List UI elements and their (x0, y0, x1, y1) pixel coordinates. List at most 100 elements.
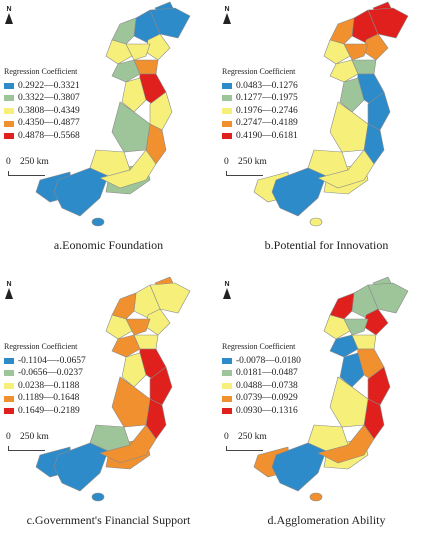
scale-distance-label: 250 km (20, 432, 49, 442)
north-arrow-icon (5, 13, 13, 24)
region-5 (323, 39, 351, 65)
region-5 (105, 314, 133, 340)
legend-swatch (222, 395, 232, 402)
region-7 (111, 334, 141, 358)
scale-line (226, 446, 263, 451)
region-15 (53, 442, 109, 492)
legend-item: 0.0483—0.1276 (222, 80, 298, 93)
legend-swatch (4, 383, 14, 390)
legend-item: 0.4350—0.4877 (4, 117, 80, 130)
north-arrow-icon (223, 13, 231, 24)
legend-item: 0.3808—0.4349 (4, 105, 80, 118)
region-6 (125, 318, 151, 336)
legend-swatch (222, 370, 232, 377)
north-label: N (224, 281, 230, 288)
legend-item: 0.3322—0.3807 (4, 92, 80, 105)
region-island (91, 492, 105, 502)
region-10 (149, 366, 173, 406)
north-arrow-icon (5, 288, 13, 299)
legend-label: -0.0656—0.0237 (18, 368, 83, 379)
legend-item: 0.4878—0.5568 (4, 130, 80, 143)
north-arrow: N (221, 281, 233, 299)
legend-swatch (222, 108, 232, 115)
region-15 (53, 167, 109, 217)
region-5 (105, 39, 133, 65)
map-caption: c.Government's Financial Support (26, 513, 191, 527)
legend-swatch (4, 395, 14, 402)
region-12 (121, 352, 147, 388)
legend-item: 0.1277—0.1975 (222, 92, 298, 105)
region-12 (339, 77, 365, 113)
region-3 (111, 17, 137, 45)
legend-label: 0.2922—0.3321 (18, 80, 80, 91)
region-7 (329, 59, 359, 83)
legend-label: 0.0488—0.0738 (236, 380, 298, 391)
legend: Regression Coefficient -0.1104—-0.0657 -0.… (4, 341, 86, 418)
scale-zero-label: 0 (6, 432, 11, 442)
scale-line (226, 171, 263, 176)
scale-bar: 0 250 km (6, 157, 76, 179)
map-caption: b.Potential for Innovation (264, 238, 389, 252)
scale-line (8, 171, 45, 176)
region-16 (317, 149, 375, 189)
region-13 (329, 376, 369, 428)
region-5 (323, 314, 351, 340)
north-label: N (6, 6, 12, 13)
legend-swatch (222, 408, 232, 415)
region-3 (329, 17, 355, 45)
choropleth-map (35, 276, 191, 502)
scale-zero-label: 0 (6, 157, 11, 167)
region-6 (343, 43, 369, 61)
legend-label: 0.0483—0.1276 (236, 80, 298, 91)
region-10 (367, 91, 391, 131)
legend-label: -0.1104—-0.0657 (18, 355, 86, 366)
legend-label: 0.4350—0.4877 (18, 118, 80, 129)
region-13 (111, 376, 151, 428)
region-6 (343, 318, 369, 336)
region-3 (111, 292, 137, 320)
map-panel-potential-for-innovation: N Regression Coefficient 0.0483—0.1276 0.12… (218, 0, 435, 275)
legend-swatch (4, 108, 14, 115)
legend-title: Regression Coefficient (222, 67, 296, 76)
legend-label: 0.1976—0.2746 (236, 105, 298, 116)
north-label: N (6, 281, 12, 288)
map-panel-government-financial-support: N Regression Coefficient -0.1104—-0.0657 -0… (0, 275, 217, 550)
region-16 (99, 424, 157, 464)
choropleth-map (253, 1, 409, 227)
legend-item: 0.1189—0.1648 (4, 392, 86, 405)
legend-label: 0.0238—0.1188 (18, 380, 80, 391)
legend-item: -0.0656—0.0237 (4, 367, 86, 380)
legend-swatch (4, 370, 14, 377)
legend: Regression Coefficient 0.2922—0.3321 0.332… (4, 66, 80, 143)
scale-distance-label: 250 km (238, 157, 267, 167)
north-arrow: N (3, 6, 15, 24)
north-arrow-icon (223, 288, 231, 299)
region-10 (367, 366, 391, 406)
legend-label: 0.3322—0.3807 (18, 93, 80, 104)
legend-item: 0.2747—0.4189 (222, 117, 298, 130)
legend-swatch (4, 133, 14, 140)
legend-title: Regression Coefficient (4, 67, 78, 76)
region-10 (149, 91, 173, 131)
legend-item: -0.1104—-0.0657 (4, 355, 86, 368)
legend-label: 0.1649—0.2189 (18, 405, 80, 416)
region-13 (329, 101, 369, 153)
region-7 (111, 59, 141, 83)
legend-swatch (222, 95, 232, 102)
legend-label: 0.4878—0.5568 (18, 130, 80, 141)
region-7 (329, 334, 359, 358)
region-island (309, 492, 323, 502)
map-caption: d.Agglomeration Ability (267, 513, 386, 527)
legend-swatch (4, 120, 14, 127)
legend-swatch (4, 95, 14, 102)
legend-label: 0.1277—0.1975 (236, 93, 298, 104)
legend-label: 0.2747—0.4189 (236, 118, 298, 129)
region-16 (317, 424, 375, 464)
legend-swatch (4, 82, 14, 89)
scale-bar: 0 250 km (224, 432, 294, 454)
legend-item: 0.4190—0.6181 (222, 130, 298, 143)
scale-distance-label: 250 km (238, 432, 267, 442)
legend-item: 0.1649—0.2189 (4, 405, 86, 418)
legend-item: 0.0181—0.0487 (222, 367, 301, 380)
region-16 (99, 149, 157, 189)
